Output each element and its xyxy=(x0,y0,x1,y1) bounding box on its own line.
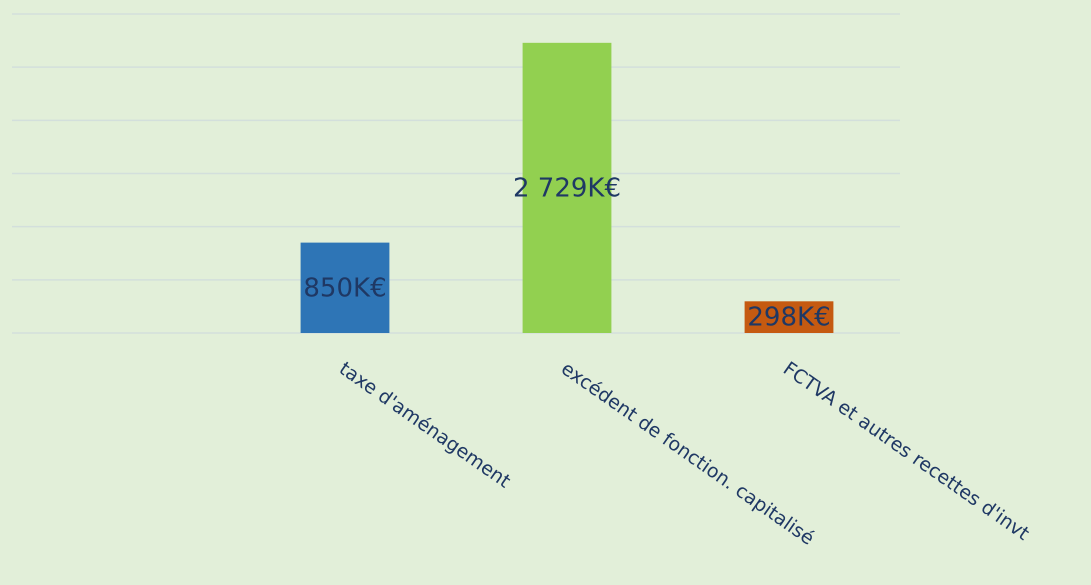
bar xyxy=(300,242,390,333)
x-tick-label: taxe d'aménagement xyxy=(335,358,515,493)
bar xyxy=(522,42,612,333)
x-tick-label: FCTVA et autres recettes d'invt xyxy=(779,358,1033,545)
x-tick-label: excédent de fonction. capitalisé xyxy=(557,358,818,550)
bar xyxy=(744,301,834,333)
value-label: 2 729K€ xyxy=(513,173,621,203)
value-label: 850K€ xyxy=(303,273,386,303)
value-label: 298K€ xyxy=(747,303,830,333)
